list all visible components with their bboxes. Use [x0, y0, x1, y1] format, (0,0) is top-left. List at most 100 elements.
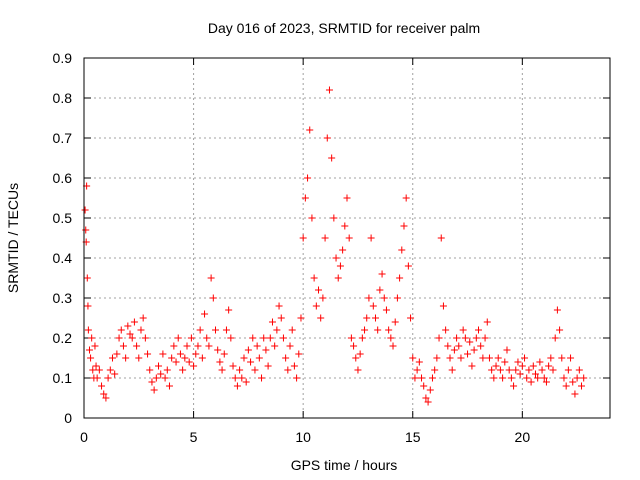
data-point — [308, 214, 316, 222]
x-axis-ticks: 0 5 10 15 20 — [80, 58, 530, 445]
data-point — [453, 334, 461, 342]
data-point — [514, 358, 522, 366]
data-point — [277, 314, 285, 322]
data-point — [258, 374, 266, 382]
data-point — [400, 222, 408, 230]
data-point — [494, 354, 502, 362]
data-point — [422, 394, 430, 402]
data-point — [549, 366, 557, 374]
data-point — [286, 342, 294, 350]
data-point — [415, 358, 423, 366]
data-point — [341, 222, 349, 230]
data-point — [108, 354, 116, 362]
data-point — [284, 366, 292, 374]
data-point — [88, 334, 96, 342]
data-point — [148, 378, 156, 386]
data-point — [437, 234, 445, 242]
data-point — [481, 334, 489, 342]
data-point — [525, 366, 533, 374]
data-point — [240, 354, 248, 362]
data-point — [128, 334, 136, 342]
x-tick-label: 0 — [80, 429, 88, 445]
data-point — [290, 362, 298, 370]
data-point — [198, 354, 206, 362]
data-point — [102, 394, 110, 402]
data-point — [295, 350, 303, 358]
data-point — [163, 366, 171, 374]
data-point — [361, 326, 369, 334]
data-point — [87, 354, 95, 362]
data-point — [196, 326, 204, 334]
data-point — [218, 366, 226, 374]
y-tick-label: 0 — [64, 410, 72, 426]
data-point — [106, 366, 114, 374]
data-point — [279, 334, 287, 342]
data-point — [323, 134, 331, 142]
data-point — [115, 334, 123, 342]
data-point — [363, 314, 371, 322]
y-tick-label: 0.1 — [53, 370, 73, 386]
data-point — [578, 382, 586, 390]
data-point — [540, 374, 548, 382]
data-point — [133, 342, 141, 350]
data-point — [393, 294, 401, 302]
data-point — [424, 398, 432, 406]
data-point — [113, 350, 121, 358]
data-point — [297, 314, 305, 322]
data-point — [376, 286, 384, 294]
data-point — [155, 362, 163, 370]
data-point — [192, 350, 200, 358]
data-point — [332, 254, 340, 262]
x-axis-label: GPS time / hours — [291, 457, 398, 473]
data-point — [380, 294, 388, 302]
data-point — [466, 338, 474, 346]
data-point — [317, 314, 325, 322]
data-point — [135, 354, 143, 362]
data-point — [339, 246, 347, 254]
data-point — [146, 366, 154, 374]
data-point — [117, 326, 125, 334]
data-point — [496, 366, 504, 374]
data-point — [409, 354, 417, 362]
data-point — [459, 326, 467, 334]
data-point — [111, 370, 119, 378]
data-point — [130, 318, 138, 326]
data-point — [84, 302, 92, 310]
data-point — [542, 378, 550, 386]
data-point — [560, 374, 568, 382]
data-point — [176, 350, 184, 358]
data-point — [172, 358, 180, 366]
data-point — [266, 334, 274, 342]
x-tick-label: 5 — [190, 429, 198, 445]
data-point — [122, 354, 130, 362]
data-point — [398, 246, 406, 254]
data-point — [556, 326, 564, 334]
data-point — [455, 342, 463, 350]
data-point — [150, 386, 158, 394]
data-point — [433, 354, 441, 362]
data-point — [260, 334, 268, 342]
data-point — [95, 366, 103, 374]
data-point — [457, 354, 465, 362]
data-point — [321, 234, 329, 242]
data-point — [472, 334, 480, 342]
data-point — [209, 294, 217, 302]
data-point — [220, 350, 228, 358]
data-point — [89, 366, 97, 374]
data-point — [347, 334, 355, 342]
data-point — [190, 362, 198, 370]
data-point — [538, 366, 546, 374]
x-tick-label: 10 — [295, 429, 311, 445]
data-point — [312, 302, 320, 310]
data-point — [448, 366, 456, 374]
data-point — [157, 370, 165, 378]
data-point — [159, 350, 167, 358]
data-point — [310, 274, 318, 282]
data-point — [82, 226, 90, 234]
data-point — [161, 374, 169, 382]
data-point — [562, 382, 570, 390]
data-point — [255, 354, 263, 362]
data-point — [382, 306, 390, 314]
y-axis-ticks: 0 0.1 0.2 0.3 0.4 0.5 0.6 0.7 0.8 0.9 — [53, 50, 610, 426]
data-point — [518, 362, 526, 370]
